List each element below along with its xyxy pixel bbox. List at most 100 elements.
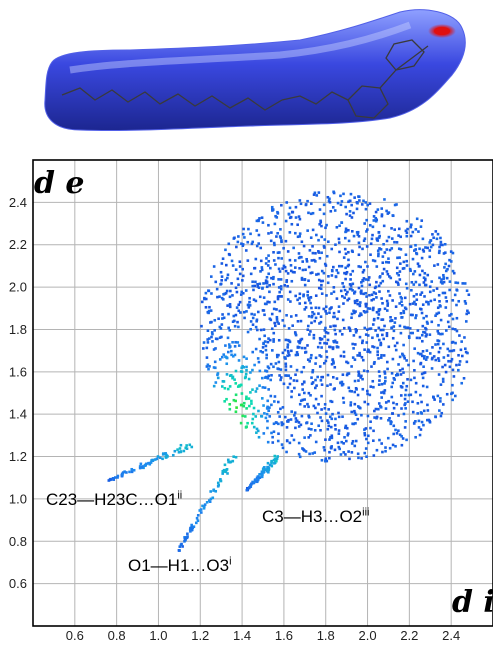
density-point-482 [381, 279, 385, 283]
density-point-134 [216, 295, 219, 299]
density-point-1048 [439, 240, 443, 244]
density-point-600 [281, 267, 284, 270]
density-point-812 [307, 298, 311, 302]
density-point-652 [391, 299, 394, 302]
density-point-208 [394, 444, 397, 448]
density-point-1604 [350, 203, 353, 207]
density-point-1641 [347, 263, 351, 267]
density-point-1195 [429, 239, 432, 242]
plot-frame [32, 159, 493, 627]
density-point-1024 [423, 371, 427, 374]
density-point-1353 [241, 274, 245, 278]
density-point-274 [280, 257, 283, 260]
density-point-1420 [372, 317, 376, 321]
x-tick-label-9: 2.4 [442, 628, 460, 643]
density-point-420 [377, 326, 381, 330]
density-point-1172 [238, 384, 241, 388]
density-point-1840 [138, 466, 142, 470]
density-point-1720 [415, 336, 419, 340]
density-point-1268 [278, 251, 281, 254]
density-point-1714 [265, 275, 269, 279]
density-point-923 [418, 433, 422, 437]
density-point-1352 [332, 375, 335, 379]
density-point-71 [353, 444, 357, 448]
density-point-1861 [184, 446, 188, 450]
density-point-1797 [294, 420, 298, 423]
density-point-1438 [293, 386, 296, 390]
density-point-1446 [343, 247, 347, 251]
x-tick-label-6: 1.8 [317, 628, 335, 643]
density-point-166 [360, 284, 364, 288]
density-point-614 [400, 385, 404, 389]
density-point-507 [219, 327, 223, 330]
density-point-1464 [382, 390, 385, 394]
density-point-754 [357, 370, 360, 374]
density-point-1230 [411, 257, 415, 261]
density-point-757 [366, 334, 370, 337]
density-point-1674 [365, 341, 369, 344]
density-point-1476 [344, 227, 348, 231]
density-point-553 [220, 279, 223, 282]
density-point-1624 [253, 313, 256, 316]
density-point-33 [392, 376, 396, 380]
density-point-338 [290, 222, 294, 226]
density-point-1094 [318, 354, 322, 357]
density-point-1937 [199, 508, 203, 511]
density-point-412 [432, 236, 435, 240]
density-point-1127 [372, 362, 376, 365]
density-point-593 [324, 331, 328, 334]
density-point-1501 [255, 328, 259, 332]
density-point-896 [343, 296, 346, 300]
density-point-1664 [288, 290, 292, 294]
density-point-674 [266, 365, 270, 368]
density-point-1055 [251, 388, 254, 391]
density-point-1745 [363, 311, 367, 314]
density-point-227 [461, 354, 464, 358]
density-point-519 [299, 423, 303, 427]
density-point-588 [294, 231, 297, 235]
density-point-720 [350, 316, 353, 320]
density-point-1279 [275, 315, 279, 319]
density-point-1338 [398, 324, 402, 328]
density-point-468 [265, 407, 269, 410]
density-point-979 [344, 266, 347, 270]
density-point-838 [445, 300, 449, 303]
density-point-183 [435, 237, 439, 241]
density-point-1105 [302, 380, 306, 384]
density-point-1422 [268, 338, 272, 342]
density-point-707 [317, 238, 320, 242]
density-point-980 [371, 259, 375, 262]
density-point-1629 [375, 280, 378, 284]
density-point-155 [380, 297, 383, 300]
density-point-1310 [344, 453, 347, 456]
density-point-1699 [311, 211, 315, 215]
density-point-1622 [444, 370, 448, 374]
density-point-80 [210, 292, 213, 295]
density-point-1791 [270, 205, 274, 209]
density-point-607 [218, 336, 222, 339]
density-point-1460 [347, 372, 351, 375]
density-point-1436 [234, 313, 238, 317]
density-point-895 [364, 305, 368, 308]
density-point-1324 [295, 368, 299, 372]
density-point-1003 [382, 337, 385, 341]
density-point-2013 [274, 458, 278, 461]
density-point-1396 [441, 380, 445, 383]
density-point-1514 [342, 451, 346, 454]
density-point-1356 [408, 267, 412, 271]
density-point-133 [421, 269, 424, 273]
density-point-1038 [294, 353, 298, 357]
density-point-1936 [209, 497, 213, 501]
density-point-2026 [255, 479, 259, 483]
density-point-848 [262, 296, 266, 299]
density-point-1696 [298, 296, 301, 300]
density-point-936 [397, 234, 400, 237]
density-point-555 [377, 383, 381, 386]
y-tick-label-1: 0.8 [9, 534, 27, 549]
density-point-1404 [371, 345, 374, 348]
density-point-1045 [309, 330, 312, 333]
density-point-377 [451, 317, 455, 321]
density-point-703 [244, 289, 248, 292]
density-point-522 [290, 395, 293, 399]
density-point-282 [276, 251, 280, 255]
